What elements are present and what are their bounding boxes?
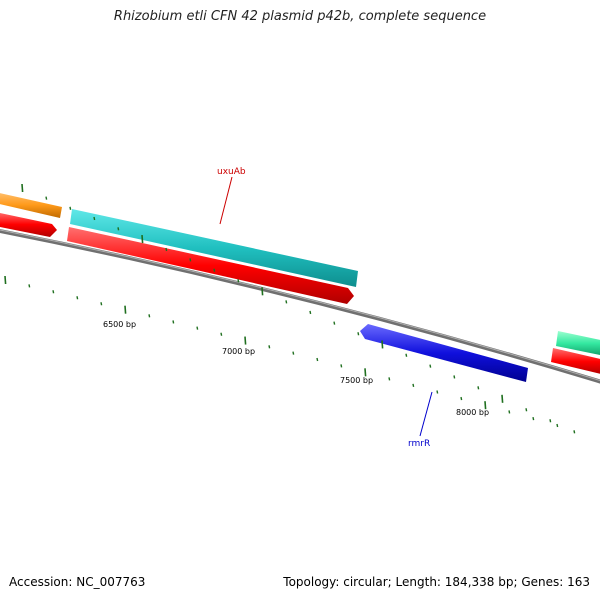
minor-tick [460,396,463,401]
cds-red-uxuAb[interactable] [67,227,354,304]
major-tick [21,183,24,193]
major-tick [4,275,7,285]
minor-tick [45,196,48,200]
gene-teal-uxuAb[interactable] [70,209,358,287]
backbone-line [0,228,600,384]
minor-tick [76,296,79,300]
minor-tick [525,408,528,412]
map-title: Rhizobium etli CFN 42 plasmid p42b, comp… [113,9,487,24]
rmrR-leader-line [419,391,433,437]
minor-tick [316,357,319,362]
minor-tick [100,302,103,306]
minor-tick [429,364,432,368]
gene-label-rmrR[interactable]: rmrR [408,439,430,449]
minor-tick [477,386,480,390]
minor-tick [549,419,552,423]
gene-orange-left[interactable] [0,192,62,218]
summary-text: Topology: circular; Length: 184,338 bp; … [283,575,590,589]
minor-tick [213,268,216,272]
minor-tick [268,345,271,349]
minor-tick [220,332,223,336]
backbone-highlight [0,229,600,382]
major-tick [244,336,247,345]
major-tick [501,394,504,403]
minor-tick [436,390,439,394]
uxuAb-leader-line [219,176,233,225]
minor-tick [556,423,559,428]
minor-tick [93,216,96,221]
minor-tick [309,310,312,315]
major-tick [364,368,367,377]
minor-tick [117,227,120,231]
major-tick [124,305,127,314]
minor-tick [196,326,199,330]
minor-tick [148,314,151,318]
scale-label-8000: 8000 bp [456,408,489,417]
minor-tick [412,383,415,388]
major-tick [261,287,264,296]
gene-blue-rmrR[interactable] [360,324,528,382]
cds-red-left[interactable] [0,212,57,237]
major-tick [141,235,144,244]
scale-label-7000: 7000 bp [222,347,255,356]
minor-tick [285,300,288,304]
scale-label-7500: 7500 bp [340,376,373,385]
cds-red-right[interactable] [551,348,600,375]
minor-tick [453,375,456,379]
minor-tick [340,364,343,368]
accession-text: Accession: NC_007763 [9,575,146,589]
minor-tick [28,284,31,288]
minor-tick [237,279,240,283]
inner-tick-marks [4,275,559,428]
gene-label-uxuAb[interactable]: uxuAb [217,167,246,177]
major-tick [484,401,487,410]
outer-tick-marks [21,183,576,434]
minor-tick [573,430,576,434]
minor-tick [172,320,175,324]
minor-tick [69,206,72,210]
minor-tick [189,258,192,262]
minor-tick [532,417,535,421]
scale-label-6500: 6500 bp [103,320,136,329]
major-tick [381,340,384,349]
minor-tick [52,290,55,294]
minor-tick [388,377,391,381]
minor-tick [333,321,336,325]
minor-tick [165,247,168,252]
minor-tick [405,353,408,357]
gene-mint-right[interactable] [556,331,600,356]
minor-tick [357,332,360,336]
minor-tick [292,351,295,355]
minor-tick [508,410,511,414]
